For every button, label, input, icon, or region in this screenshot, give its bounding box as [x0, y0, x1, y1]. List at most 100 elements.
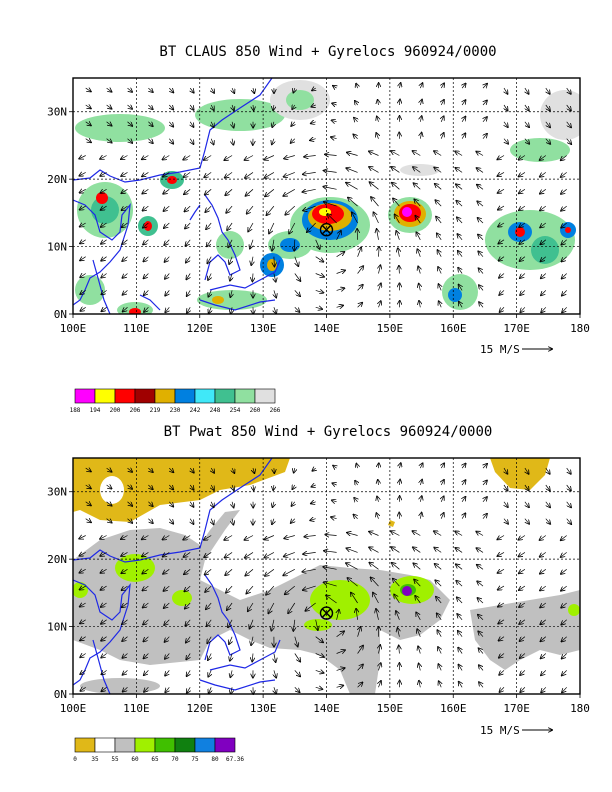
wind-vector — [101, 603, 107, 607]
wind-vector — [143, 222, 149, 228]
wind-vector — [355, 101, 358, 105]
wind-vector — [419, 301, 420, 308]
wind-vector — [416, 232, 421, 240]
wind-vector — [504, 104, 508, 111]
wind-vector — [398, 628, 400, 637]
wind-vector — [479, 648, 484, 654]
wind-vector — [211, 518, 213, 525]
wind-vector — [414, 183, 421, 190]
wind-vector — [379, 663, 381, 671]
wind-vector — [315, 290, 324, 292]
wind-vector — [315, 670, 324, 673]
wind-vector — [457, 234, 463, 241]
panel2-title: BT Pwat 850 Wind + Gyrelocs 960924/0000 — [164, 424, 493, 440]
wind-vector — [541, 290, 547, 295]
wind-vector — [478, 235, 484, 241]
wind-vector — [165, 307, 169, 312]
wind-vector — [230, 290, 232, 297]
wind-vector — [274, 273, 276, 282]
wind-vector — [205, 585, 212, 592]
wind-vector — [304, 536, 316, 537]
wind-vector — [164, 205, 170, 211]
wind-vector — [207, 256, 211, 264]
wind-vector — [80, 620, 86, 624]
wind-vector — [477, 565, 484, 570]
wind-vector — [458, 648, 462, 654]
wind-vector — [566, 484, 571, 491]
wind-vector — [498, 240, 505, 244]
wind-vector — [303, 172, 316, 174]
wind-vector — [100, 156, 107, 159]
wind-vector — [540, 239, 547, 245]
wind-vector — [519, 535, 526, 540]
wind-vector — [354, 118, 358, 122]
colorbar-label: 0 — [73, 756, 77, 763]
wind-vector — [228, 619, 233, 627]
colorbar-swatch — [234, 388, 256, 404]
wind-vector — [274, 670, 276, 677]
wind-vector — [391, 167, 400, 173]
wind-vector — [478, 598, 484, 604]
wind-vector — [232, 121, 234, 128]
wind-vector — [123, 687, 128, 691]
colorbar-label: 65 — [151, 756, 159, 763]
wind-vector — [355, 481, 358, 485]
wind-vector — [80, 240, 86, 244]
wind-vector — [122, 585, 128, 590]
wind-vector — [267, 205, 275, 215]
wind-vector — [315, 653, 324, 658]
wind-vector — [354, 515, 358, 519]
wind-vector — [504, 138, 508, 144]
wind-vector — [169, 468, 173, 472]
wind-vector — [315, 687, 323, 689]
wind-vector — [561, 619, 567, 625]
wind-vector — [122, 619, 128, 624]
wind-vector — [519, 189, 526, 193]
wind-vector — [337, 610, 339, 620]
wind-vector — [498, 620, 505, 624]
wind-vector — [332, 120, 337, 122]
wind-vector — [123, 670, 128, 674]
wind-vector — [80, 223, 86, 227]
wind-vector — [520, 670, 526, 675]
wind-vector — [441, 463, 444, 469]
wind-vector — [379, 265, 381, 274]
wind-vector — [190, 121, 193, 127]
wind-vector — [312, 468, 315, 471]
wind-vector — [294, 239, 295, 251]
wind-vector — [540, 619, 547, 625]
wind-vector — [325, 154, 337, 155]
wind-vector — [142, 156, 149, 160]
wind-vector — [127, 139, 133, 143]
wind-vector — [269, 222, 275, 233]
wind-vector — [100, 552, 107, 556]
wind-vector — [80, 274, 86, 278]
wind-vector — [207, 636, 211, 644]
wind-vector — [379, 645, 381, 654]
wind-vector — [248, 602, 254, 611]
colorbar-label: 75 — [191, 756, 199, 763]
wind-vector — [499, 654, 505, 658]
wind-vector — [357, 683, 363, 688]
wind-vector — [272, 239, 274, 251]
wind-vector — [123, 290, 128, 294]
panel1-x-ticks: 100E 110E 120E 130E 140E 150E 160E 170E 180 — [60, 314, 590, 335]
wind-vector — [357, 285, 363, 291]
wind-vector — [268, 602, 275, 613]
wind-vector — [246, 189, 254, 196]
wind-vector — [303, 552, 316, 554]
wind-vector — [524, 138, 529, 144]
wind-vector — [247, 205, 254, 214]
wind-vector — [225, 172, 233, 177]
wind-vector — [148, 485, 152, 489]
wind-vector — [378, 100, 379, 106]
wind-vector — [333, 86, 337, 88]
wind-vector — [312, 485, 316, 487]
wind-vector — [291, 519, 295, 523]
wind-vector — [357, 247, 362, 257]
wind-vector — [186, 256, 191, 263]
wind-vector — [336, 686, 344, 688]
colorbar-swatch — [174, 737, 196, 753]
wind-vector — [165, 687, 169, 692]
wind-vector — [456, 168, 463, 173]
